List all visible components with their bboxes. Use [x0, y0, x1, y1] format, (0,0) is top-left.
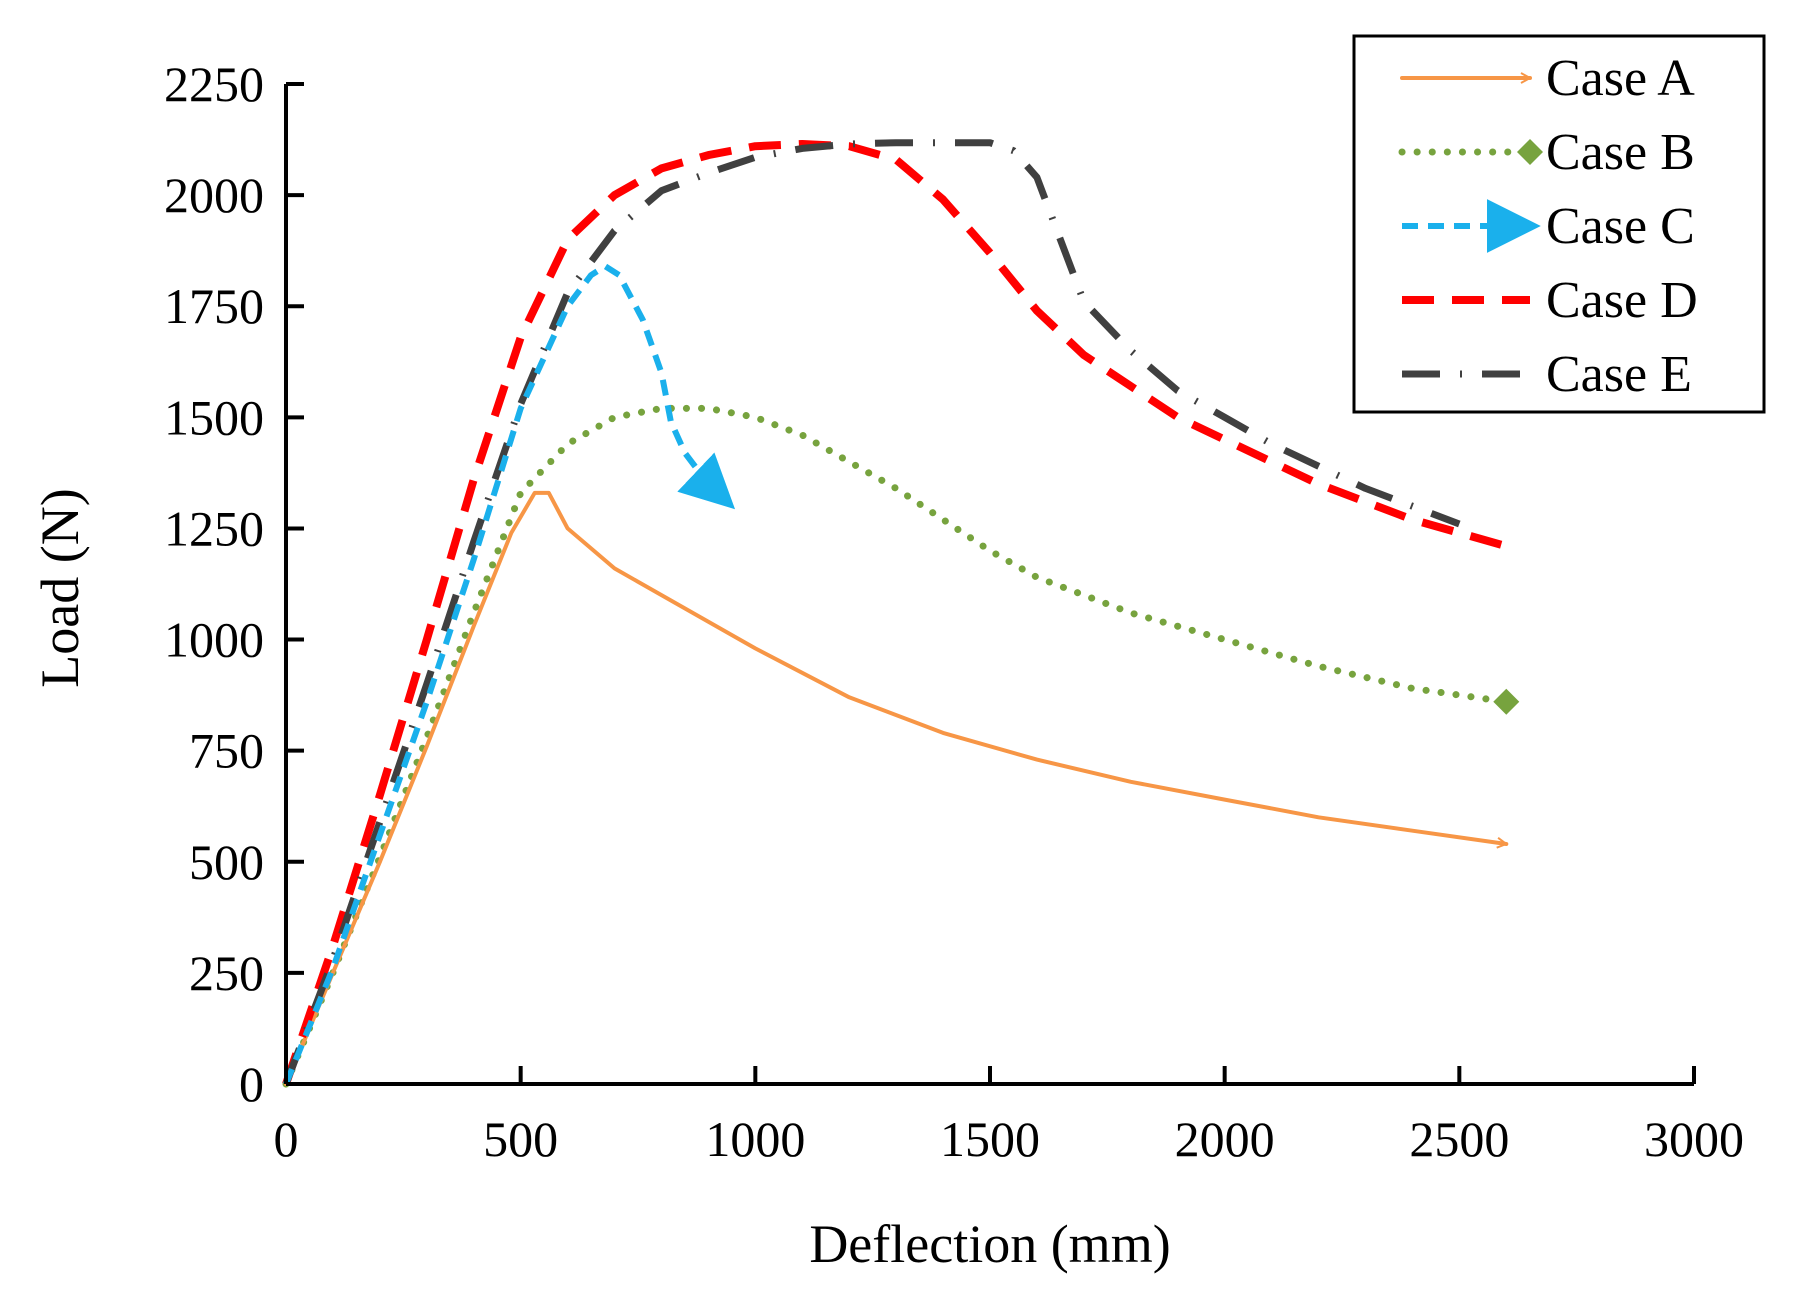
y-tick-label: 250	[189, 945, 264, 1001]
series-end-marker-case-b	[1493, 689, 1519, 715]
y-axis-title: Load (N)	[30, 488, 90, 687]
x-tick-label: 2000	[1175, 1111, 1275, 1167]
y-tick-label: 1500	[164, 389, 264, 445]
legend-label: Case A	[1546, 50, 1695, 107]
y-tick-label: 2000	[164, 167, 264, 223]
series-line-case-d	[286, 144, 1506, 1084]
legend-label: Case E	[1546, 346, 1692, 403]
x-tick-label: 2500	[1409, 1111, 1509, 1167]
legend-label: Case C	[1546, 198, 1695, 255]
legend-label: Case B	[1546, 124, 1695, 181]
series-layer	[286, 143, 1519, 1084]
y-tick-label: 1750	[164, 278, 264, 334]
x-tick-label: 500	[483, 1111, 558, 1167]
x-axis-ticks: 0 500 1000 1500 2000 2500 3000	[274, 1066, 1745, 1167]
y-tick-label: 1000	[164, 612, 264, 668]
chart-container: 0 250 500 750 1000 1250 1500 1750 2000 2250 0 500 1…	[0, 0, 1794, 1290]
y-tick-label: 500	[189, 834, 264, 890]
y-tick-label: 2250	[164, 56, 264, 112]
x-tick-label: 1500	[940, 1111, 1040, 1167]
series-line-case-e	[286, 143, 1459, 1084]
series-line-case-b	[286, 408, 1506, 1084]
y-tick-label: 0	[239, 1056, 264, 1112]
legend: Case A Case B Case C Case D Case E	[1354, 36, 1764, 412]
load-deflection-chart: 0 250 500 750 1000 1250 1500 1750 2000 2250 0 500 1…	[0, 0, 1794, 1290]
y-axis-ticks: 0 250 500 750 1000 1250 1500 1750 2000 2250	[164, 56, 304, 1112]
x-tick-label: 3000	[1644, 1111, 1744, 1167]
x-tick-label: 1000	[705, 1111, 805, 1167]
y-tick-label: 750	[189, 723, 264, 779]
y-tick-label: 1250	[164, 500, 264, 556]
x-tick-label: 0	[274, 1111, 299, 1167]
legend-label: Case D	[1546, 272, 1698, 329]
x-axis-title: Deflection (mm)	[809, 1214, 1170, 1274]
